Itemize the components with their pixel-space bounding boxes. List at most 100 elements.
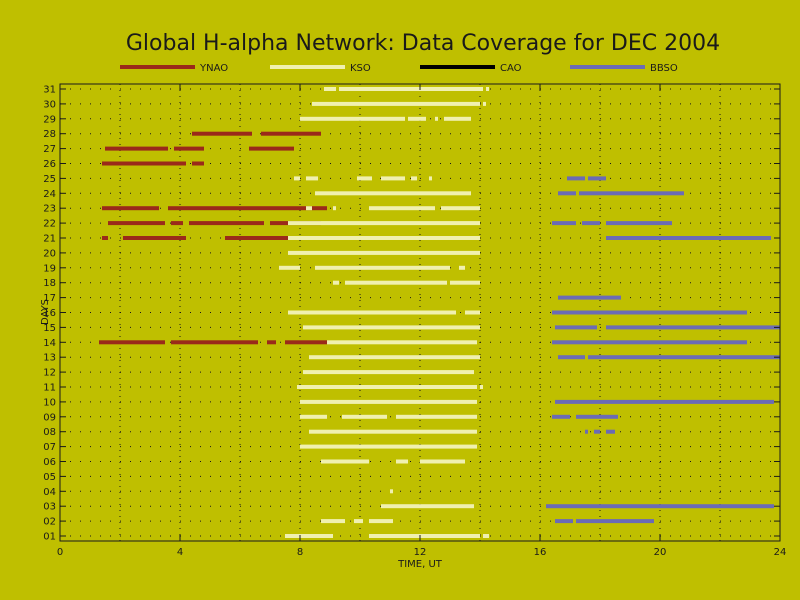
coverage-bar <box>288 221 480 226</box>
y-tick-label: 12 <box>43 368 56 379</box>
coverage-bar <box>465 310 480 315</box>
coverage-bar <box>108 221 165 226</box>
coverage-bar <box>420 459 465 464</box>
y-tick-label: 30 <box>43 99 56 110</box>
coverage-bar <box>576 414 618 419</box>
y-tick-label: 10 <box>43 397 56 408</box>
axis-ticks: 0 4 8 12 16 20 2401020304050607080910111213141… <box>43 84 786 558</box>
coverage-bar <box>396 459 408 464</box>
coverage-bar <box>594 429 600 434</box>
coverage-bar <box>315 265 450 270</box>
coverage-bar <box>288 236 480 240</box>
coverage-bar <box>558 191 576 196</box>
coverage-bar <box>606 221 672 226</box>
coverage-bar <box>567 176 585 181</box>
legend-swatch <box>270 65 345 69</box>
coverage-bar <box>354 519 363 524</box>
coverage-bar <box>459 265 465 270</box>
coverage-bar <box>369 534 480 538</box>
coverage-bar <box>171 340 258 345</box>
y-tick-label: 28 <box>43 129 56 140</box>
coverage-bar <box>288 250 480 255</box>
coverage-bar <box>333 280 339 285</box>
y-tick-label: 11 <box>43 383 56 394</box>
coverage-bar <box>411 176 417 181</box>
coverage-bar <box>321 519 345 524</box>
coverage-bar <box>285 340 327 345</box>
coverage-bar <box>285 534 333 538</box>
legend-swatch <box>120 65 195 69</box>
coverage-bar <box>333 206 336 211</box>
x-tick-label: 4 <box>177 547 183 558</box>
coverage-bar <box>312 101 480 106</box>
coverage-bar <box>192 131 252 136</box>
y-tick-label: 20 <box>43 248 56 259</box>
coverage-bar <box>435 116 438 121</box>
coverage-bar <box>300 399 477 404</box>
x-tick-label: 24 <box>774 547 787 558</box>
y-tick-label: 22 <box>43 219 56 230</box>
coverage-bar <box>288 310 456 315</box>
coverage-bar <box>168 206 246 211</box>
coverage-bar <box>99 340 165 345</box>
y-tick-label: 08 <box>43 427 56 438</box>
y-tick-label: 05 <box>43 472 56 483</box>
coverage-bar <box>342 414 387 419</box>
y-tick-label: 17 <box>43 293 56 304</box>
legend-label: BBSO <box>650 63 678 74</box>
legend-swatch <box>570 65 645 69</box>
series-bbso <box>546 176 780 524</box>
coverage-bar <box>300 414 327 419</box>
coverage-bar <box>606 325 780 330</box>
coverage-bar <box>345 280 447 285</box>
legend: YNAO KSO CAO BBSO <box>120 63 678 74</box>
legend-label: CAO <box>500 63 522 74</box>
y-tick-label: 16 <box>43 308 56 319</box>
coverage-bar <box>174 146 204 151</box>
coverage-bar <box>606 429 615 434</box>
x-tick-label: 20 <box>654 547 667 558</box>
coverage-bar <box>588 176 606 181</box>
legend-label: KSO <box>350 63 371 74</box>
coverage-bar <box>483 101 486 106</box>
coverage-bar <box>576 519 654 524</box>
coverage-bar <box>315 191 471 196</box>
coverage-bar <box>102 236 108 240</box>
coverage-bar <box>450 280 480 285</box>
legend-label: YNAO <box>199 63 228 74</box>
y-tick-label: 04 <box>43 487 56 498</box>
coverage-bar <box>306 176 318 181</box>
coverage-bar <box>582 221 600 226</box>
coverage-bar <box>123 236 186 240</box>
x-tick-label: 0 <box>57 547 63 558</box>
coverage-bar <box>105 146 168 151</box>
coverage-bar <box>249 146 294 151</box>
y-tick-label: 25 <box>43 174 56 185</box>
coverage-bar <box>381 504 474 509</box>
coverage-bar <box>555 325 597 330</box>
y-tick-label: 06 <box>43 457 56 468</box>
coverage-bar <box>171 221 183 226</box>
y-tick-label: 07 <box>43 442 56 453</box>
coverage-bar <box>381 176 405 181</box>
x-axis-label: TIME, UT <box>397 559 443 570</box>
coverage-bar <box>552 414 570 419</box>
coverage-bar <box>192 161 204 166</box>
coverage-bar <box>294 176 300 181</box>
y-tick-label: 21 <box>43 234 56 245</box>
y-tick-label: 13 <box>43 353 56 364</box>
y-tick-label: 03 <box>43 502 56 513</box>
data-bars <box>99 87 780 538</box>
coverage-bar <box>261 131 321 136</box>
coverage-bar <box>390 489 393 494</box>
coverage-bar <box>612 236 771 240</box>
coverage-bar <box>552 221 576 226</box>
coverage-bar <box>369 519 393 524</box>
coverage-bar <box>552 310 747 315</box>
coverage-bar <box>225 236 315 240</box>
y-tick-label: 19 <box>43 263 56 274</box>
coverage-bar <box>309 429 477 434</box>
coverage-bar <box>102 161 186 166</box>
coverage-bar <box>324 87 336 91</box>
